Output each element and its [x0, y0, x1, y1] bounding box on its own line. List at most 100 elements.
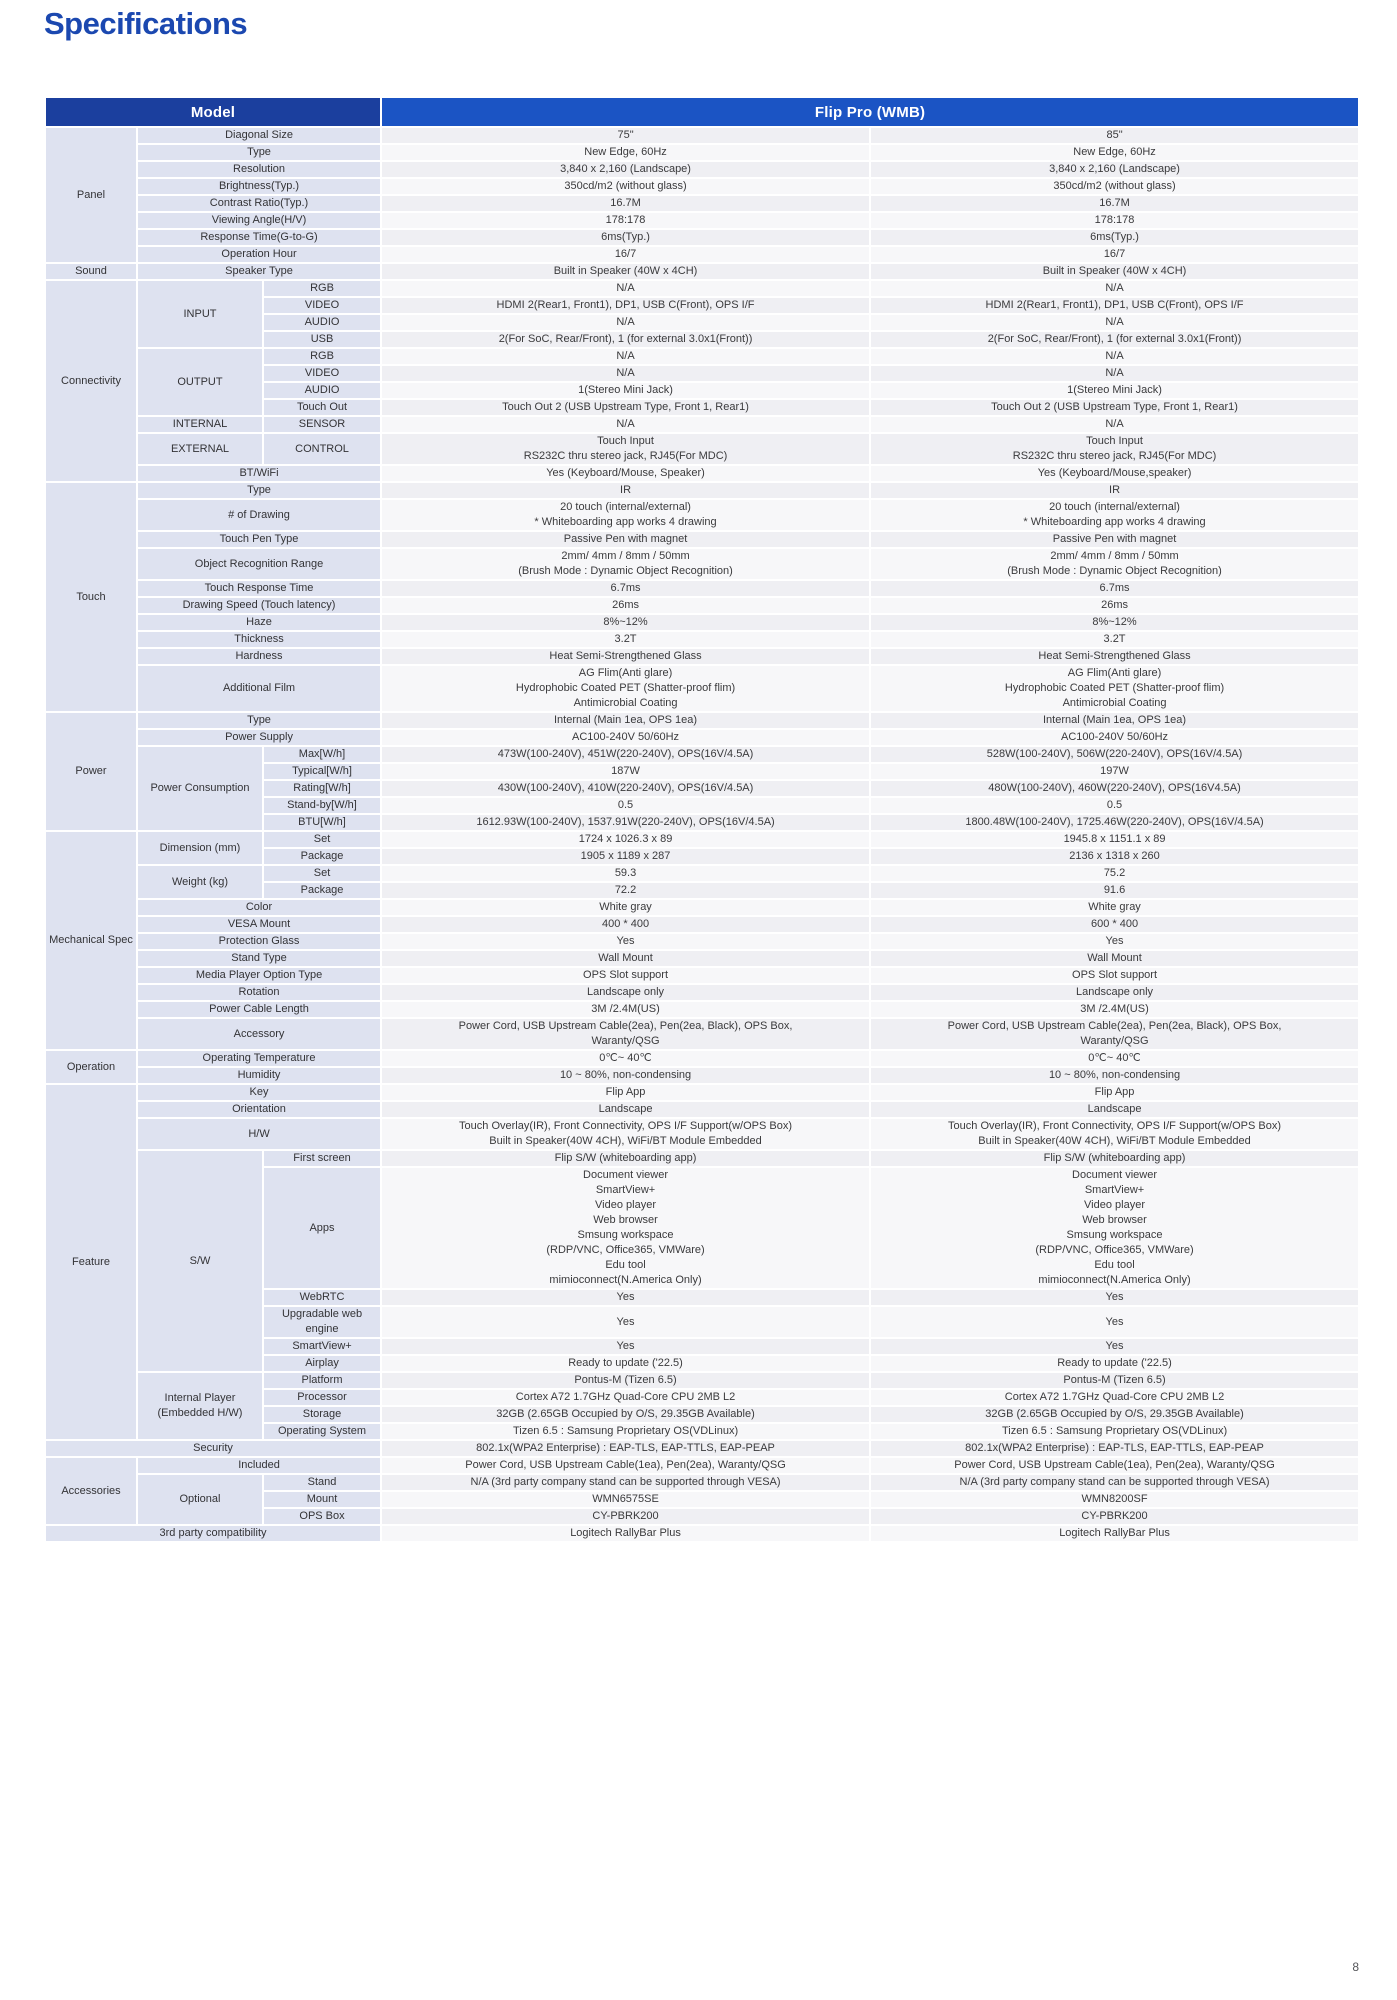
spec-value-cell: Yes: [869, 932, 1361, 951]
spec-value-cell: 3,840 x 2,160 (Landscape): [380, 160, 872, 179]
spec-value-cell: 16.7M: [380, 194, 872, 213]
spec-value-cell: 20 touch (internal/external) * Whiteboar…: [869, 498, 1361, 532]
spec-value-cell: 0℃~ 40℃: [380, 1049, 872, 1068]
spec-value-cell: Yes: [869, 1337, 1361, 1356]
spec-value-cell: AG Flim(Anti glare) Hydrophobic Coated P…: [869, 664, 1361, 713]
spec-row: Airplay Ready to update ('22.5) Ready to u…: [45, 1354, 1361, 1373]
spec-row: Object Recognition Range 2mm/ 4mm / 8mm /…: [45, 547, 1361, 581]
spec-row: Panel Diagonal Size 75" 85": [44, 126, 1361, 264]
spec-value-cell: 528W(100-240V), 506W(220-240V), OPS(16V/…: [869, 745, 1361, 764]
spec-value-cell: White gray: [869, 898, 1361, 917]
spec-label-cell: Power Cable Length: [135, 1000, 383, 1019]
spec-value-cell: 91.6: [869, 881, 1361, 900]
spec-value-cell: 178:178: [380, 211, 872, 230]
spec-label-cell: Additional Film: [135, 664, 383, 713]
spec-value-cell: 400 * 400: [380, 915, 872, 934]
spec-row: Color White gray White gray: [45, 898, 1361, 917]
spec-label-cell: OUTPUT: [136, 347, 264, 417]
spec-value-cell: 3M /2.4M(US): [869, 1000, 1361, 1019]
spec-value-cell: 32GB (2.65GB Occupied by O/S, 29.35GB Av…: [380, 1405, 872, 1424]
spec-value-cell: WMN8200SF: [869, 1490, 1361, 1509]
spec-value-cell: Wall Mount: [380, 949, 872, 968]
spec-value-cell: Power Cord, USB Upstream Cable(1ea), Pen…: [380, 1456, 872, 1475]
spec-table-body: Panel Diagonal Size 75" 85" Type New Edge, 60…: [43, 126, 1361, 1543]
spec-value-cell: Pontus-M (Tizen 6.5): [869, 1371, 1361, 1390]
spec-label-cell: Set: [261, 830, 383, 849]
page-number: 8: [1352, 1960, 1359, 1974]
spec-value-cell: 0℃~ 40℃: [869, 1049, 1361, 1068]
spec-row: VIDEO HDMI 2(Rear1, Front1), DP1, USB C(F…: [45, 296, 1361, 315]
spec-label-cell: Rotation: [135, 983, 383, 1002]
spec-value-cell: N/A (3rd party company stand can be supp…: [869, 1473, 1361, 1492]
category-cell: Operation: [44, 1049, 138, 1085]
spec-label-cell: Protection Glass: [135, 932, 383, 951]
spec-value-cell: N/A: [380, 313, 872, 332]
spec-value-cell: 59.3: [380, 864, 872, 883]
spec-label-cell: H/W: [135, 1117, 383, 1151]
spec-value-cell: 1(Stereo Mini Jack): [869, 381, 1361, 400]
spec-row: INTERNAL SENSOR N/A N/A: [45, 415, 1361, 434]
spec-value-cell: Document viewer SmartView+ Video player …: [869, 1166, 1361, 1290]
spec-value-cell: Ready to update ('22.5): [380, 1354, 872, 1373]
spec-value-cell: N/A: [380, 279, 872, 298]
spec-value-cell: Tizen 6.5 : Samsung Proprietary OS(VDLin…: [380, 1422, 872, 1441]
spec-row: Protection Glass Yes Yes: [45, 932, 1361, 951]
spec-label-cell: Touch Out: [261, 398, 383, 417]
spec-row: Drawing Speed (Touch latency) 26ms 26ms: [45, 596, 1361, 615]
spec-value-cell: New Edge, 60Hz: [869, 143, 1361, 162]
spec-value-cell: Pontus-M (Tizen 6.5): [380, 1371, 872, 1390]
spec-value-cell: 2(For SoC, Rear/Front), 1 (for external …: [380, 330, 872, 349]
spec-label-cell: Type: [135, 143, 383, 162]
page-title: Specifications: [44, 6, 248, 41]
spec-label-cell: Haze: [135, 613, 383, 632]
spec-value-cell: 0.5: [380, 796, 872, 815]
spec-value-cell: N/A (3rd party company stand can be supp…: [380, 1473, 872, 1492]
spec-row: Power Supply AC100-240V 50/60Hz AC100-240V…: [45, 728, 1361, 747]
spec-value-cell: 2mm/ 4mm / 8mm / 50mm (Brush Mode : Dyna…: [380, 547, 872, 581]
spec-row: Touch Out Touch Out 2 (USB Upstream Type,…: [45, 398, 1361, 417]
spec-label-cell: Max[W/h]: [261, 745, 383, 764]
spec-value-cell: 6.7ms: [869, 579, 1361, 598]
spec-row: EXTERNAL CONTROL Touch Input RS232C thru s…: [45, 432, 1361, 466]
spec-value-cell: 187W: [380, 762, 872, 781]
spec-value-cell: 75.2: [869, 864, 1361, 883]
spec-row: Hardness Heat Semi-Strengthened Glass Heat…: [45, 647, 1361, 666]
spec-value-cell: Touch Input RS232C thru stereo jack, RJ4…: [869, 432, 1361, 466]
spec-label-cell: Package: [261, 881, 383, 900]
spec-row: Optional Stand N/A (3rd party company stan…: [45, 1473, 1361, 1526]
spec-value-cell: 1905 x 1189 x 287: [380, 847, 872, 866]
spec-value-cell: N/A: [869, 415, 1361, 434]
spec-label-cell: First screen: [261, 1149, 383, 1168]
spec-value-cell: 6.7ms: [380, 579, 872, 598]
spec-value-cell: 1724 x 1026.3 x 89: [380, 830, 872, 849]
spec-label-cell: Security: [43, 1439, 383, 1458]
spec-row: Response Time(G-to-G) 6ms(Typ.) 6ms(Typ.): [45, 228, 1361, 247]
spec-label-cell: Airplay: [261, 1354, 383, 1373]
spec-label-cell: Drawing Speed (Touch latency): [135, 596, 383, 615]
spec-value-cell: Yes: [869, 1305, 1361, 1339]
spec-value-cell: Touch Overlay(IR), Front Connectivity, O…: [869, 1117, 1361, 1151]
spec-label-cell: Set: [261, 864, 383, 883]
spec-label-cell: S/W: [136, 1149, 264, 1373]
spec-value-cell: Power Cord, USB Upstream Cable(2ea), Pen…: [380, 1017, 872, 1051]
spec-label-cell: # of Drawing: [135, 498, 383, 532]
spec-label-cell: Touch Pen Type: [135, 530, 383, 549]
spec-row: Resolution 3,840 x 2,160 (Landscape) 3,840…: [45, 160, 1361, 179]
spec-label-cell: Touch Response Time: [135, 579, 383, 598]
spec-row: Power Type Internal (Main 1ea, OPS 1ea) Int…: [44, 711, 1361, 832]
spec-row: Power Cable Length 3M /2.4M(US) 3M /2.4M(U…: [45, 1000, 1361, 1019]
spec-label-cell: CONTROL: [261, 432, 383, 466]
spec-row: H/W Touch Overlay(IR), Front Connectivity…: [45, 1117, 1361, 1151]
spec-value-cell: Landscape only: [380, 983, 872, 1002]
spec-row: Touch Type IR IR: [44, 481, 1361, 713]
spec-label-cell: Typical[W/h]: [261, 762, 383, 781]
spec-row: BT/WiFi Yes (Keyboard/Mouse, Speaker) Yes …: [45, 464, 1361, 483]
spec-label-cell: INTERNAL: [136, 415, 264, 434]
spec-value-cell: Logitech RallyBar Plus: [380, 1524, 872, 1543]
spec-row: AUDIO N/A N/A: [45, 313, 1361, 332]
spec-row: Package 72.2 91.6: [45, 881, 1361, 900]
spec-row: Touch Pen Type Passive Pen with magnet Pas…: [45, 530, 1361, 549]
spec-row: # of Drawing 20 touch (internal/external)…: [45, 498, 1361, 532]
spec-value-cell: 8%~12%: [869, 613, 1361, 632]
